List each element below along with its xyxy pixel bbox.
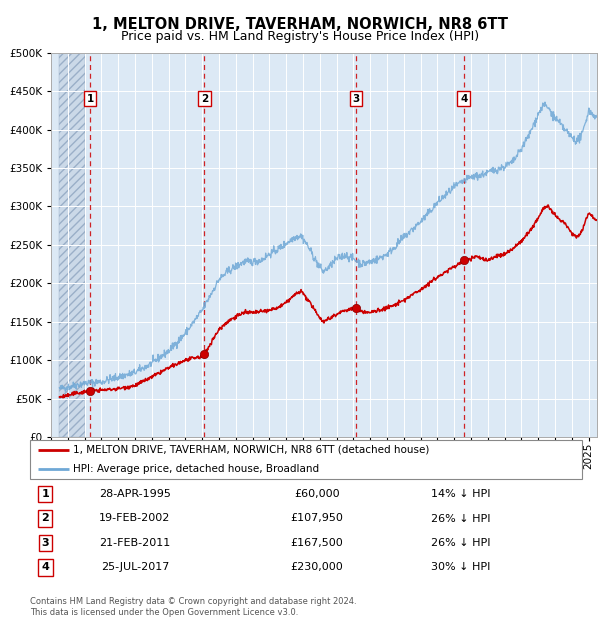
Text: 30% ↓ HPI: 30% ↓ HPI — [431, 562, 490, 572]
Text: 3: 3 — [352, 94, 359, 104]
Text: 1, MELTON DRIVE, TAVERHAM, NORWICH, NR8 6TT: 1, MELTON DRIVE, TAVERHAM, NORWICH, NR8 … — [92, 17, 508, 32]
Text: £107,950: £107,950 — [290, 513, 343, 523]
Text: 1, MELTON DRIVE, TAVERHAM, NORWICH, NR8 6TT (detached house): 1, MELTON DRIVE, TAVERHAM, NORWICH, NR8 … — [73, 445, 430, 455]
Text: 21-FEB-2011: 21-FEB-2011 — [99, 538, 170, 548]
Text: 26% ↓ HPI: 26% ↓ HPI — [431, 513, 490, 523]
Text: 1: 1 — [41, 489, 49, 499]
Text: £167,500: £167,500 — [290, 538, 343, 548]
Text: 4: 4 — [460, 94, 467, 104]
Text: Contains HM Land Registry data © Crown copyright and database right 2024.
This d: Contains HM Land Registry data © Crown c… — [30, 598, 356, 617]
Text: £230,000: £230,000 — [290, 562, 343, 572]
FancyBboxPatch shape — [30, 440, 582, 479]
Text: 3: 3 — [41, 538, 49, 548]
Text: HPI: Average price, detached house, Broadland: HPI: Average price, detached house, Broa… — [73, 464, 319, 474]
Text: 25-JUL-2017: 25-JUL-2017 — [101, 562, 169, 572]
Text: Price paid vs. HM Land Registry's House Price Index (HPI): Price paid vs. HM Land Registry's House … — [121, 30, 479, 43]
Text: 26% ↓ HPI: 26% ↓ HPI — [431, 538, 490, 548]
Text: 1: 1 — [86, 94, 94, 104]
Text: £60,000: £60,000 — [294, 489, 340, 499]
Text: 19-FEB-2002: 19-FEB-2002 — [99, 513, 170, 523]
Text: 4: 4 — [41, 562, 49, 572]
Text: 14% ↓ HPI: 14% ↓ HPI — [431, 489, 490, 499]
Text: 2: 2 — [41, 513, 49, 523]
Bar — [59, 53, 85, 437]
Text: 2: 2 — [201, 94, 208, 104]
Bar — [59, 53, 85, 437]
Text: 28-APR-1995: 28-APR-1995 — [99, 489, 171, 499]
